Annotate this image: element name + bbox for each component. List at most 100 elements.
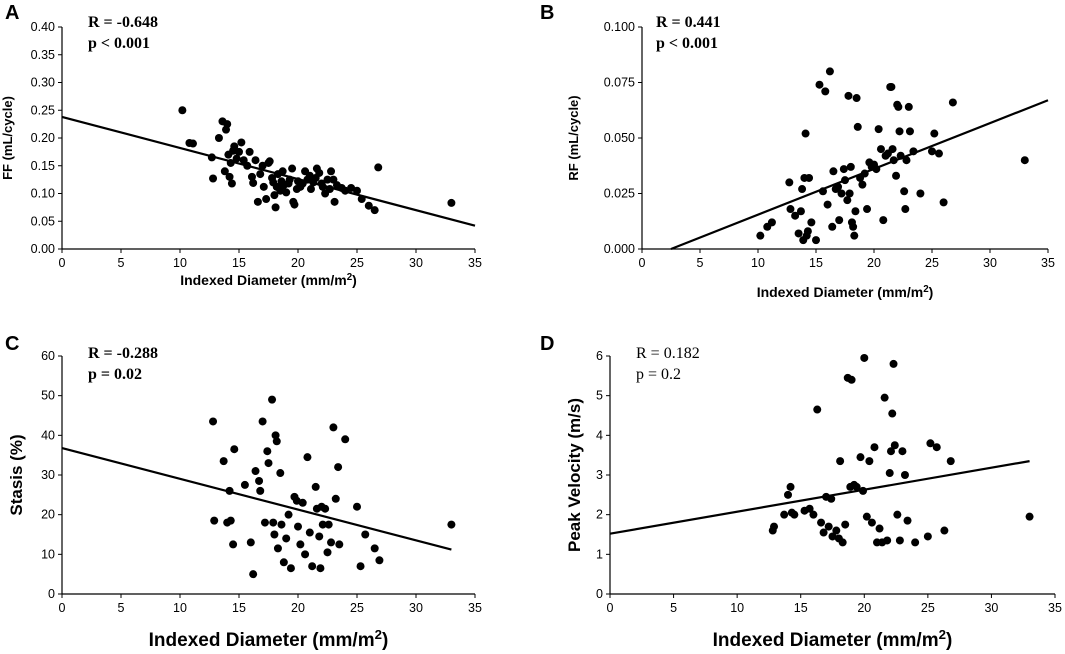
data-point (270, 191, 279, 200)
data-point (813, 405, 822, 414)
data-point (315, 168, 324, 177)
x-tick-label: 20 (291, 256, 305, 270)
data-point (268, 395, 277, 404)
data-point (850, 231, 859, 240)
panel-label: B (540, 2, 554, 24)
data-point (880, 393, 889, 402)
y-tick-label: 0 (48, 587, 55, 601)
data-point (321, 504, 330, 513)
correlation-r-label: R = 0.182 (636, 345, 700, 362)
data-point (311, 482, 320, 491)
regression-line (670, 99, 1049, 251)
data-point (282, 534, 291, 543)
data-point (256, 170, 265, 179)
data-point (895, 127, 904, 136)
data-point (874, 125, 883, 134)
data-point (447, 520, 456, 529)
data-point (327, 538, 336, 547)
data-point (845, 189, 854, 198)
data-point (916, 189, 925, 198)
data-point (296, 540, 305, 549)
data-point (807, 218, 816, 227)
data-point (843, 196, 852, 205)
data-point (900, 471, 909, 479)
data-point (911, 538, 920, 547)
data-point (928, 147, 936, 156)
x-tick-label: 5 (118, 256, 125, 270)
data-point (887, 82, 896, 91)
data-point (805, 504, 814, 513)
data-point (374, 163, 383, 172)
data-point (245, 147, 254, 156)
x-tick-label: 20 (291, 601, 305, 615)
data-point (260, 518, 269, 527)
data-point (249, 178, 258, 187)
data-point (290, 200, 299, 209)
x-tick-label: 25 (350, 601, 364, 615)
regression-line (609, 460, 1030, 535)
data-point (209, 417, 218, 426)
y-tick-label: 0.10 (31, 187, 55, 201)
data-point (334, 463, 343, 472)
data-point (895, 536, 904, 545)
x-tick-label: 30 (409, 256, 423, 270)
panel-label: A (5, 2, 19, 24)
data-point (844, 91, 853, 100)
data-point (832, 526, 841, 535)
y-tick-label: 0.00 (31, 242, 55, 256)
y-tick-label: 6 (596, 349, 603, 363)
data-point (940, 526, 949, 535)
x-tick-label: 25 (921, 601, 935, 615)
data-point (265, 157, 274, 166)
y-tick-label: 0.40 (31, 20, 55, 34)
data-point (335, 540, 344, 549)
data-point (825, 67, 834, 76)
data-point (306, 185, 315, 194)
y-tick-label: 0.05 (31, 214, 55, 228)
data-point (828, 532, 837, 541)
data-point (770, 522, 779, 531)
x-tick-label: 0 (59, 601, 66, 615)
data-point (858, 180, 867, 189)
y-tick-label: 0.35 (31, 48, 55, 62)
data-point (262, 195, 271, 204)
y-tick-label: 40 (41, 428, 55, 442)
data-point (315, 532, 324, 541)
data-point (837, 189, 846, 198)
y-tick-label: 4 (596, 428, 603, 442)
data-point (829, 167, 838, 176)
data-point (375, 556, 384, 565)
data-point (886, 447, 895, 456)
x-axis-label: Indexed Diameter (mm/m2) (180, 272, 357, 289)
data-point (879, 216, 888, 225)
p-value-label: p = 0.2 (636, 366, 681, 383)
data-point (902, 156, 911, 165)
data-point (785, 178, 794, 187)
x-tick-label: 20 (867, 256, 881, 270)
data-point (188, 139, 197, 148)
data-point (809, 510, 818, 519)
correlation-r-label: R = -0.648 (88, 14, 158, 31)
data-point (888, 145, 897, 154)
y-tick-label: 0 (596, 587, 603, 601)
data-point (370, 544, 379, 553)
data-point (258, 417, 267, 426)
data-point (264, 459, 273, 468)
y-tick-label: 1 (596, 547, 603, 561)
data-point (905, 127, 914, 136)
correlation-r-label: R = -0.288 (88, 345, 158, 362)
data-point (885, 469, 894, 478)
x-tick-label: 10 (751, 256, 765, 270)
data-point (828, 222, 837, 231)
x-tick-label: 25 (925, 256, 939, 270)
y-tick-label: 0.25 (31, 103, 55, 117)
data-point (251, 156, 260, 165)
data-point (273, 544, 282, 553)
x-axis-label: Indexed Diameter (mm/m2) (149, 627, 389, 652)
data-point (903, 516, 912, 525)
data-point (447, 198, 456, 207)
x-tick-label: 20 (857, 601, 871, 615)
y-tick-label: 60 (41, 349, 55, 363)
data-point (286, 564, 295, 573)
data-point (836, 457, 845, 466)
